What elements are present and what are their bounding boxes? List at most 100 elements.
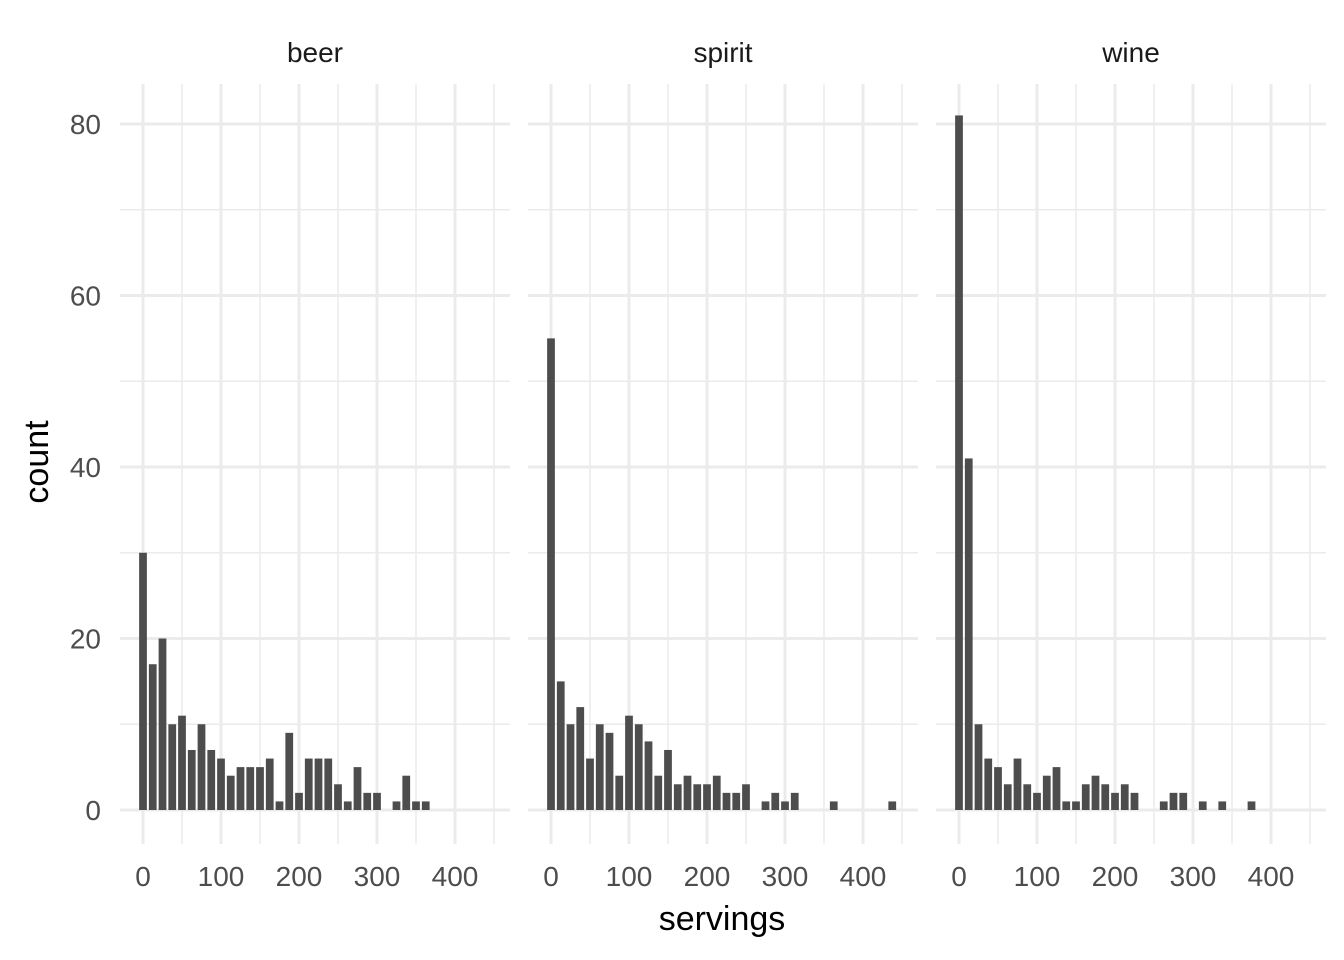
y-axis-title: count	[18, 420, 56, 504]
histogram-bar	[1111, 792, 1119, 810]
histogram-bar	[781, 801, 789, 810]
histogram-bar	[334, 784, 342, 810]
histogram-bar	[732, 792, 741, 810]
x-axis-title: servings	[659, 900, 786, 938]
x-tick-label: 300	[354, 861, 401, 892]
histogram-bar	[829, 801, 838, 810]
histogram-bar	[771, 792, 780, 810]
x-tick-label: 200	[684, 861, 731, 892]
histogram-bar	[1198, 801, 1207, 810]
x-tick-label: 100	[1014, 861, 1061, 892]
histogram-bar	[712, 775, 721, 810]
histogram-bar	[1218, 801, 1227, 810]
histogram-bar	[314, 758, 323, 810]
y-tick-label: 0	[85, 795, 101, 826]
histogram-bar	[197, 724, 206, 810]
y-axis-ticks: 0 20 40 60 80	[70, 109, 101, 826]
histogram-bar	[1130, 792, 1139, 810]
facet-label: beer	[287, 37, 343, 68]
histogram-bar	[1023, 784, 1032, 810]
histogram-bar	[1091, 775, 1100, 810]
histogram-bar	[178, 715, 186, 810]
x-tick-label: 300	[1170, 861, 1217, 892]
x-tick-label: 100	[198, 861, 245, 892]
histogram-bar	[139, 552, 147, 810]
histogram-bar	[392, 801, 401, 810]
histogram-bar	[742, 784, 750, 810]
histogram-bar	[236, 767, 245, 810]
x-tick-label: 400	[1248, 861, 1295, 892]
histogram-bar	[421, 801, 430, 810]
histogram-bar	[187, 749, 196, 810]
histogram-bar	[673, 784, 682, 810]
x-tick-label: 300	[762, 861, 809, 892]
histogram-bar	[295, 792, 303, 810]
histogram-bar	[615, 775, 624, 810]
histogram-bar	[595, 724, 604, 810]
facet-panels: 0 100 200 300 400 beer 0 100 200 300 400 spirit 0 100…	[120, 37, 1326, 892]
y-tick-label: 60	[70, 281, 101, 312]
histogram-bar	[1033, 792, 1041, 810]
histogram-bar	[343, 801, 352, 810]
histogram-bar	[1072, 801, 1080, 810]
histogram-bar	[974, 724, 983, 810]
histogram-bar	[1013, 758, 1022, 810]
histogram-bar	[226, 775, 235, 810]
histogram-bar	[1179, 792, 1188, 810]
histogram-bar	[256, 767, 264, 810]
histogram-bar	[353, 767, 362, 810]
histogram-bar	[888, 801, 897, 810]
histogram-bar	[324, 758, 333, 810]
histogram-bar	[556, 681, 565, 810]
histogram-bar	[285, 732, 294, 810]
histogram-bar	[275, 801, 284, 810]
histogram-bar	[1169, 792, 1178, 810]
histogram-bar	[1052, 767, 1061, 810]
histogram-bar	[703, 784, 711, 810]
histogram-bar	[625, 715, 633, 810]
histogram-bar	[373, 792, 381, 810]
histogram-bar	[955, 115, 963, 811]
histogram-bar	[1247, 801, 1256, 810]
histogram-bar	[634, 724, 643, 810]
y-tick-label: 20	[70, 624, 101, 655]
histogram-bar	[217, 758, 225, 810]
histogram-bar	[576, 707, 585, 810]
histogram-bar	[363, 792, 372, 810]
histogram-bar	[168, 724, 177, 810]
histogram-bar	[1042, 775, 1051, 810]
x-tick-label: 0	[951, 861, 967, 892]
histogram-bar	[148, 664, 157, 810]
histogram-bar	[246, 767, 255, 810]
histogram-bar	[566, 724, 575, 810]
histogram-bar	[984, 758, 993, 810]
histogram-bar	[1120, 784, 1129, 810]
x-tick-label: 200	[1092, 861, 1139, 892]
histogram-bar	[586, 758, 594, 810]
histogram-bar	[722, 792, 731, 810]
x-tick-label: 400	[432, 861, 479, 892]
histogram-bar	[605, 732, 614, 810]
facet-label: wine	[1101, 37, 1160, 68]
histogram-bar	[790, 792, 799, 810]
facet-panel-wine: 0 100 200 300 400 wine	[936, 37, 1326, 892]
histogram-bar	[547, 338, 555, 810]
histogram-bar	[304, 758, 313, 810]
histogram-bar	[994, 767, 1002, 810]
histogram-bar	[664, 749, 672, 810]
histogram-bar	[158, 638, 167, 810]
histogram-bar	[1003, 784, 1012, 810]
histogram-bar	[644, 741, 653, 810]
histogram-bar	[412, 801, 420, 810]
histogram-bar	[654, 775, 663, 810]
histogram-bar	[1159, 801, 1168, 810]
x-tick-label: 100	[606, 861, 653, 892]
histogram-bar	[207, 749, 216, 810]
x-tick-label: 400	[840, 861, 887, 892]
histogram-bar	[1081, 784, 1090, 810]
histogram-bar	[265, 758, 274, 810]
facet-label: spirit	[693, 37, 752, 68]
histogram-bar	[1062, 801, 1071, 810]
histogram-bar	[761, 801, 770, 810]
